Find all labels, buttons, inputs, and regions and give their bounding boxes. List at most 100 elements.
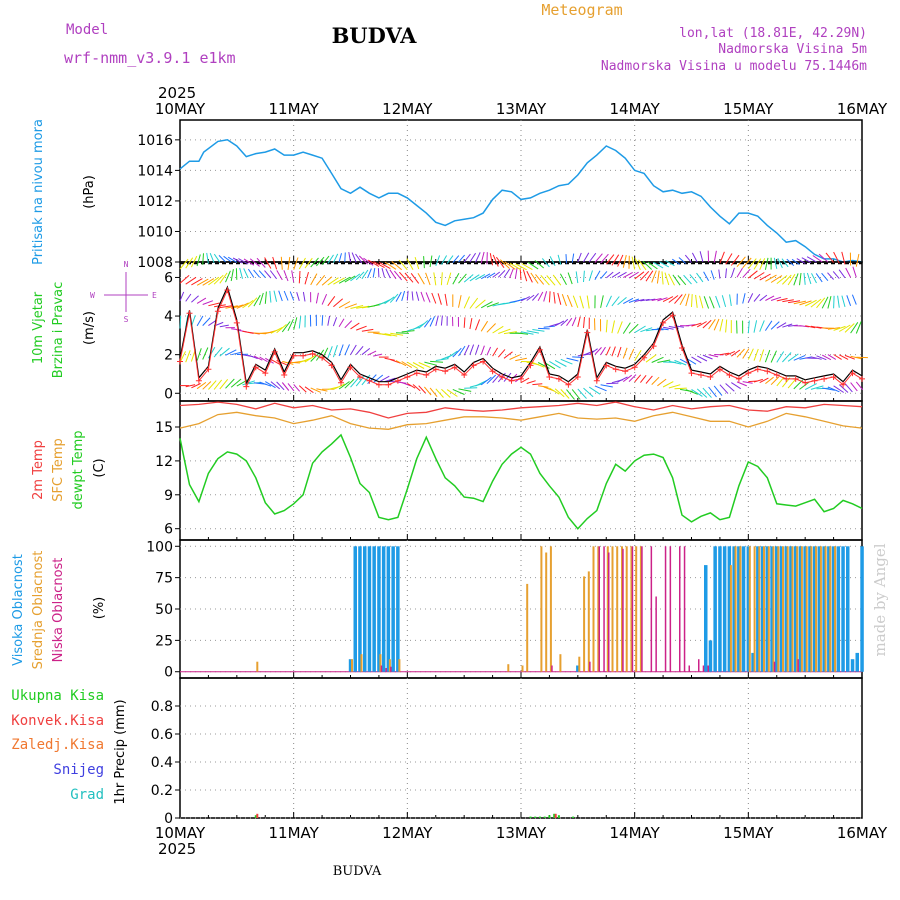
wind-arrow	[810, 298, 822, 308]
snow-label: Snijeg	[53, 762, 104, 778]
wind-arrow	[315, 292, 319, 304]
high-cloud-bar	[779, 546, 784, 672]
wind-arrow	[208, 302, 220, 307]
wind-arrow	[776, 351, 785, 363]
mid-cloud-bar	[748, 546, 751, 672]
wind-arrow	[659, 261, 670, 268]
wind-arrow	[316, 274, 326, 286]
wind-arrow	[617, 346, 622, 358]
wind-arrow	[816, 355, 827, 361]
wind-arrow	[444, 293, 448, 306]
wind-arrow	[378, 261, 391, 270]
wind-arrow	[833, 354, 842, 360]
wind-arrow	[638, 259, 647, 271]
wind-arrow	[805, 325, 816, 329]
wind-arrow	[540, 274, 550, 286]
wind-arrow	[662, 296, 674, 303]
wind-arrow	[480, 273, 491, 280]
low-cloud-bar	[707, 665, 709, 672]
total-precip-bar	[534, 816, 537, 818]
bottom-date-label: 16MAY	[837, 824, 888, 842]
high-cloud-bar	[798, 546, 803, 672]
wind-arrow	[753, 320, 758, 333]
wind-arrow	[664, 272, 670, 286]
wind-gust-marker	[461, 372, 468, 378]
wind-gust-marker	[394, 377, 401, 384]
high-cloud-bar	[760, 546, 765, 672]
high-cloud-bar	[704, 565, 708, 672]
total-precip-bar	[553, 813, 556, 818]
wind-arrow	[566, 294, 573, 308]
high-cloud-bar	[363, 546, 367, 672]
wind-arrow	[378, 375, 390, 383]
wind-arrow	[713, 385, 723, 396]
wind-arrow	[583, 252, 590, 263]
mid-cloud-bar	[829, 546, 832, 672]
mid-cloud-bar	[800, 546, 803, 672]
wind-arrow	[623, 271, 633, 279]
chart-title: Meteogram	[541, 1, 622, 19]
mid-cloud-bar	[351, 659, 353, 672]
wind-arrow	[440, 315, 443, 326]
wind-arrow	[821, 296, 829, 309]
wind-arrow	[469, 274, 480, 282]
high-cloud-bar	[746, 546, 751, 672]
wind-gust-marker	[726, 372, 733, 378]
high-cloud-bar	[358, 546, 362, 672]
precip-ytick-label: 0.2	[151, 783, 173, 799]
top-time-axis: 10MAY 11MAY 12MAY 13MAY 14MAY 15MAY 16MAY	[155, 100, 888, 118]
mid-cloud-bar	[621, 546, 623, 672]
wind-arrow	[852, 266, 857, 278]
wind-arrow	[770, 296, 782, 301]
high-cloud-bar	[377, 546, 381, 672]
wind-arrow	[469, 318, 473, 330]
wind-arrow	[475, 299, 486, 309]
wind-arrow	[777, 257, 783, 269]
wind-gust-marker	[679, 345, 685, 351]
wind-arrow	[190, 255, 198, 268]
wind-arrow	[839, 324, 851, 332]
wind-arrow	[721, 295, 727, 308]
wind-arrow	[414, 256, 420, 270]
wind-arrow	[546, 275, 556, 286]
wind-arrow	[678, 257, 687, 264]
wind-arrow	[208, 276, 220, 286]
mid-cloud-bar	[753, 546, 756, 672]
pressure-unit: (hPa)	[82, 175, 97, 209]
wind-arrow	[793, 273, 799, 286]
wind-ytick-label: 2	[164, 348, 173, 364]
wind-arrow	[672, 274, 681, 286]
high-cloud-bar	[770, 546, 774, 672]
compass-west: W	[90, 291, 95, 300]
wind-gust-marker	[669, 312, 676, 319]
wind-arrow	[611, 296, 620, 307]
wind-arrow	[415, 291, 420, 301]
high-cloud-bar	[708, 640, 713, 672]
wind-arrow	[628, 374, 637, 382]
wind-gust-marker	[859, 375, 865, 382]
wind-arrow	[691, 294, 693, 308]
wind-arrow	[304, 271, 309, 285]
wind-arrow	[565, 254, 567, 264]
wind-arrow	[781, 258, 789, 268]
wind-arrow	[691, 356, 702, 364]
wind-arrow	[640, 374, 647, 383]
wind-arrow	[486, 323, 496, 333]
wind-arrow	[611, 254, 620, 266]
temp2m-label: 2m Temp	[31, 440, 46, 500]
mid-cloud-bar	[545, 552, 548, 672]
wind-arrow	[583, 316, 585, 328]
wind-arrow	[855, 253, 860, 267]
wind-arrow	[287, 383, 295, 392]
wind-arrow	[519, 268, 522, 281]
wind-arrow	[685, 293, 690, 307]
wind-arrow	[549, 387, 560, 395]
wind-arrow	[218, 255, 226, 263]
wind-arrow	[532, 329, 545, 332]
wind-arrow	[759, 294, 768, 302]
wind-gust-marker	[290, 352, 297, 359]
wind-arrow	[685, 389, 698, 395]
wind-gust-marker	[612, 366, 619, 373]
wind-gust-marker	[233, 319, 240, 326]
wind-arrow	[793, 354, 806, 361]
